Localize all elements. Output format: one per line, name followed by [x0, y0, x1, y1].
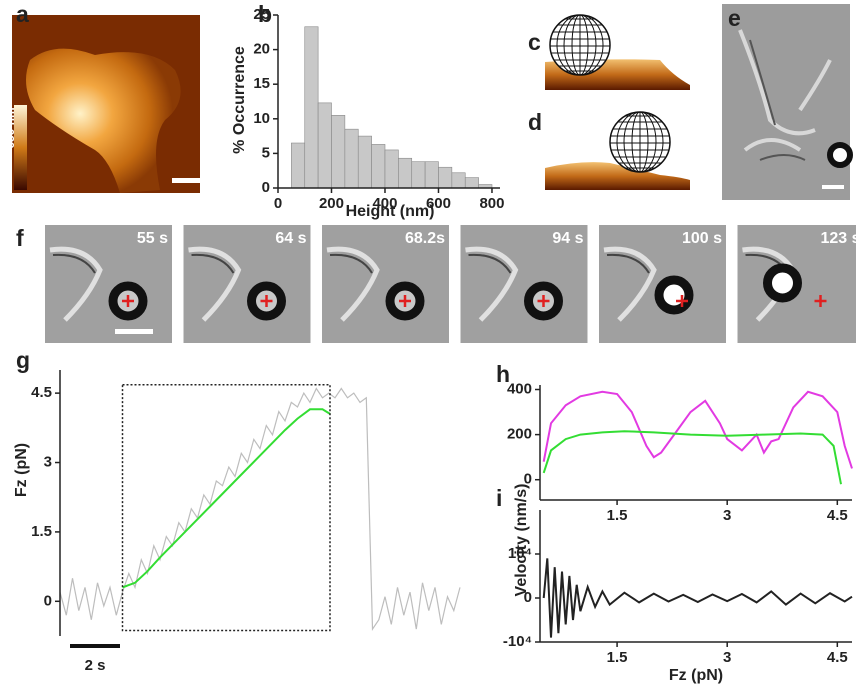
y-tick-label: 4.5 — [31, 384, 52, 401]
time-label: 94 s — [552, 230, 583, 247]
time-label: 64 s — [275, 230, 306, 247]
x-tick-label: 1.5 — [607, 649, 628, 666]
cell-edge — [606, 253, 650, 274]
trap-center — [399, 295, 411, 307]
bar — [291, 142, 306, 189]
bar — [424, 161, 439, 189]
data-line — [542, 390, 853, 469]
x-axis-label: Height (nm) — [346, 203, 435, 220]
y-tick-label: 10 — [253, 110, 270, 127]
panel-label: c — [528, 29, 541, 55]
cell-edge — [49, 246, 103, 322]
microscope-image — [722, 4, 853, 200]
bar — [451, 172, 466, 189]
data-line — [542, 558, 853, 638]
y-tick-label: 1.5 — [31, 523, 52, 540]
y-tick-label: 0 — [44, 592, 52, 609]
trap-center — [814, 295, 827, 307]
bar — [304, 26, 319, 189]
cell-edge — [468, 253, 512, 274]
bar — [371, 144, 386, 189]
panel-label: f — [16, 225, 24, 251]
bar — [344, 128, 359, 189]
frame — [460, 225, 588, 343]
cell-edge — [329, 253, 373, 274]
y-axis-label: % Occurrence — [231, 46, 248, 154]
y-tick-label: 0 — [262, 179, 270, 196]
data-line — [59, 387, 461, 631]
trap-center — [676, 295, 688, 307]
frame — [322, 225, 449, 343]
trap-center — [260, 295, 273, 307]
y-tick-label: 20 — [253, 41, 270, 58]
cell-edge — [603, 246, 657, 322]
panel-label: a — [16, 1, 29, 27]
time-label: 123 s — [820, 230, 856, 247]
y-tick-label: 0 — [524, 589, 532, 606]
time-label: 68.2s — [405, 230, 445, 247]
y-tick-label: -10⁴ — [503, 633, 532, 650]
panel-label: g — [16, 347, 30, 373]
panel-label: d — [528, 109, 542, 135]
y-tick-label: 0 — [524, 471, 532, 488]
bar — [331, 115, 346, 189]
time-label: 55 s — [137, 230, 168, 247]
y-axis-label: Fz (pN) — [13, 443, 30, 497]
panel-label: h — [496, 361, 510, 387]
bead — [654, 275, 694, 315]
x-axis-label: Fz (pN) — [669, 667, 723, 684]
x-tick-label: 200 — [319, 195, 344, 212]
cell-edge — [52, 253, 96, 274]
frame — [183, 225, 311, 343]
trap-center — [122, 295, 134, 307]
cell-edge — [465, 246, 519, 322]
x-tick-label: 1.5 — [607, 507, 628, 524]
panel-label: e — [728, 5, 741, 31]
y-tick-label: 15 — [253, 75, 270, 92]
cell-edge — [191, 253, 235, 274]
bar — [398, 157, 413, 189]
y-tick-label: 10⁴ — [508, 545, 532, 562]
colorbar-label: 650 nm — [3, 107, 17, 148]
cell-edge — [326, 246, 380, 322]
y-tick-label: 5 — [262, 144, 270, 161]
frame — [45, 225, 172, 343]
x-tick-label: 3 — [723, 507, 731, 524]
x-tick-label: 600 — [426, 195, 451, 212]
bar — [317, 102, 332, 189]
bar — [357, 135, 372, 189]
y-tick-label: 400 — [507, 380, 532, 397]
data-line — [122, 408, 331, 589]
x-tick-label: 800 — [479, 195, 504, 212]
x-tick-label: 4.5 — [827, 649, 848, 666]
bar — [384, 149, 399, 189]
y-axis-label: Velocity (nm/s) — [513, 484, 530, 597]
y-tick-label: 3 — [44, 453, 52, 470]
x-tick-label: 3 — [723, 649, 731, 666]
cell-edge — [188, 246, 242, 322]
time-label: 100 s — [682, 230, 722, 247]
panel-label: i — [496, 485, 502, 511]
scale-bar-label: 2 s — [85, 657, 106, 674]
panel-label: b — [258, 1, 272, 27]
data-line — [542, 430, 842, 485]
x-tick-label: 400 — [372, 195, 397, 212]
y-tick-label: 200 — [507, 426, 532, 443]
bar — [411, 161, 426, 189]
selection-box — [121, 384, 331, 632]
x-tick-label: 4.5 — [827, 507, 848, 524]
afm-image — [12, 15, 204, 193]
bar — [464, 177, 479, 189]
bead — [763, 263, 802, 303]
model-sketch — [545, 14, 690, 190]
bar — [438, 166, 453, 189]
x-tick-label: 0 — [274, 195, 282, 212]
y-tick-label: 25 — [253, 6, 270, 23]
trap-center — [537, 295, 550, 307]
scale-bar — [115, 329, 153, 334]
time-lapse: 55 s 64 s 68.2s 94 s 100 s 123 s — [45, 225, 856, 343]
